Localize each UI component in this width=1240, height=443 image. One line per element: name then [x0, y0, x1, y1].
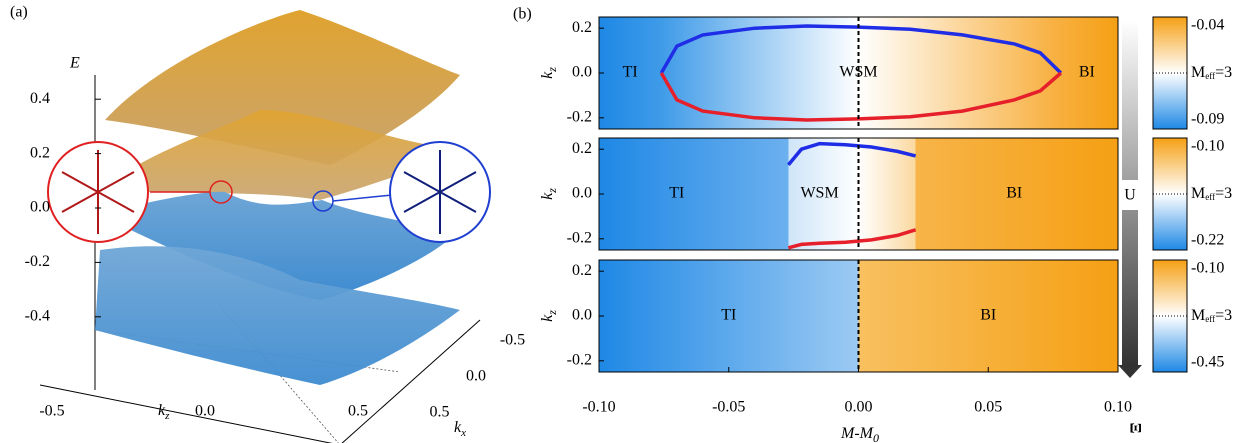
u-label-bg [1120, 180, 1140, 210]
colorbar-tick-label: -0.45 [1191, 354, 1224, 371]
meff-label: Meff=3 [1191, 185, 1232, 202]
y-tick-label: -0.2 [567, 351, 592, 368]
colorbar-tick-label: -0.22 [1191, 232, 1224, 249]
phase-label: BI [1079, 64, 1095, 81]
colorbar [1152, 259, 1188, 373]
e-tick-label: 0.0 [30, 199, 50, 216]
kz-axis-label: kz [158, 402, 170, 422]
kx-tick-label: -0.5 [500, 332, 525, 349]
phase-label: TI [623, 64, 638, 81]
x-tick-label: -0.10 [582, 399, 615, 416]
kz-tick-label: -0.5 [39, 403, 64, 420]
x-tick-label: -0.05 [712, 399, 745, 416]
colorbar-tick-label: -0.04 [1191, 17, 1224, 34]
y-tick-label: -0.2 [567, 108, 592, 125]
phase-label: TI [669, 185, 684, 202]
phase-label: BI [980, 307, 996, 324]
meff-rest: =3 [1215, 64, 1232, 81]
y-axis-label: kz [539, 310, 559, 322]
phase-label: WSM [800, 185, 838, 202]
e-tick-label: -0.2 [25, 253, 50, 270]
y-tick-label: 0.2 [572, 19, 592, 36]
weyl-node-curve [787, 141, 917, 167]
e-tick-label: 0.2 [30, 144, 50, 161]
colorbar-tick-label: -0.10 [1191, 138, 1224, 155]
kz-tick-label: 0.5 [348, 403, 368, 420]
kx-tick-label: 0.5 [430, 404, 450, 421]
colorbar-tick-label: -0.10 [1191, 260, 1224, 277]
meff-sub: eff [1205, 192, 1215, 202]
meff-sub: eff [1205, 71, 1215, 81]
meff-main: M [1191, 307, 1205, 324]
y-label-sub: z [545, 67, 559, 73]
kx-tick-label: 0.0 [466, 368, 486, 385]
meff-rest: =3 [1215, 185, 1232, 202]
meff-label: Meff=3 [1191, 307, 1232, 324]
meff-label: Meff=3 [1191, 64, 1232, 81]
y-tick-label: 0.2 [572, 140, 592, 157]
phase-label: TI [721, 307, 736, 324]
y-label-sub: z [545, 188, 559, 194]
panel-label: (a) [10, 4, 28, 21]
colorbar [1152, 16, 1188, 130]
y-tick-label: 0.0 [572, 307, 592, 324]
meff-sub: eff [1205, 314, 1215, 324]
colorbar [1152, 137, 1188, 251]
panel-label: (b) [513, 6, 532, 23]
y-tick-label: 0.2 [572, 262, 592, 279]
y-tick-label: 0.0 [572, 185, 592, 202]
y-tick-label: 0.0 [572, 64, 592, 81]
y-label-sub: z [545, 310, 559, 316]
colorbar-tick-label: -0.09 [1191, 111, 1224, 128]
y-axis-label: kz [539, 67, 559, 79]
y-label-main: k [539, 192, 556, 200]
source-inset [47, 141, 233, 243]
colorbar-label: Ξ [1126, 423, 1143, 434]
e-tick-label: 0.4 [30, 90, 50, 107]
weyl-node-curve [787, 228, 917, 250]
phase-label: BI [1006, 185, 1022, 202]
x-axis-label: M-M0 [840, 425, 879, 443]
e-axis-label: E [69, 55, 80, 72]
sink-inset [312, 141, 491, 243]
meff-main: M [1191, 185, 1205, 202]
y-label-main: k [539, 314, 556, 322]
u-arrow-head [1118, 365, 1142, 378]
x-tick-label: 0.10 [1104, 399, 1132, 416]
y-axis-label: kz [539, 188, 559, 200]
e-tick-label: -0.4 [25, 307, 50, 324]
y-tick-label: -0.2 [567, 229, 592, 246]
y-label-main: k [539, 71, 556, 79]
x-tick-label: 0.05 [974, 399, 1002, 416]
meff-main: M [1191, 64, 1205, 81]
meff-rest: =3 [1215, 307, 1232, 324]
energy-surfaces [95, 10, 460, 385]
x-tick-label: 0.00 [845, 399, 873, 416]
kx-axis-label: kx [454, 419, 466, 439]
u-label: U [1124, 187, 1136, 204]
kz-tick-label: 0.0 [195, 403, 215, 420]
phase-label: WSM [839, 64, 877, 81]
